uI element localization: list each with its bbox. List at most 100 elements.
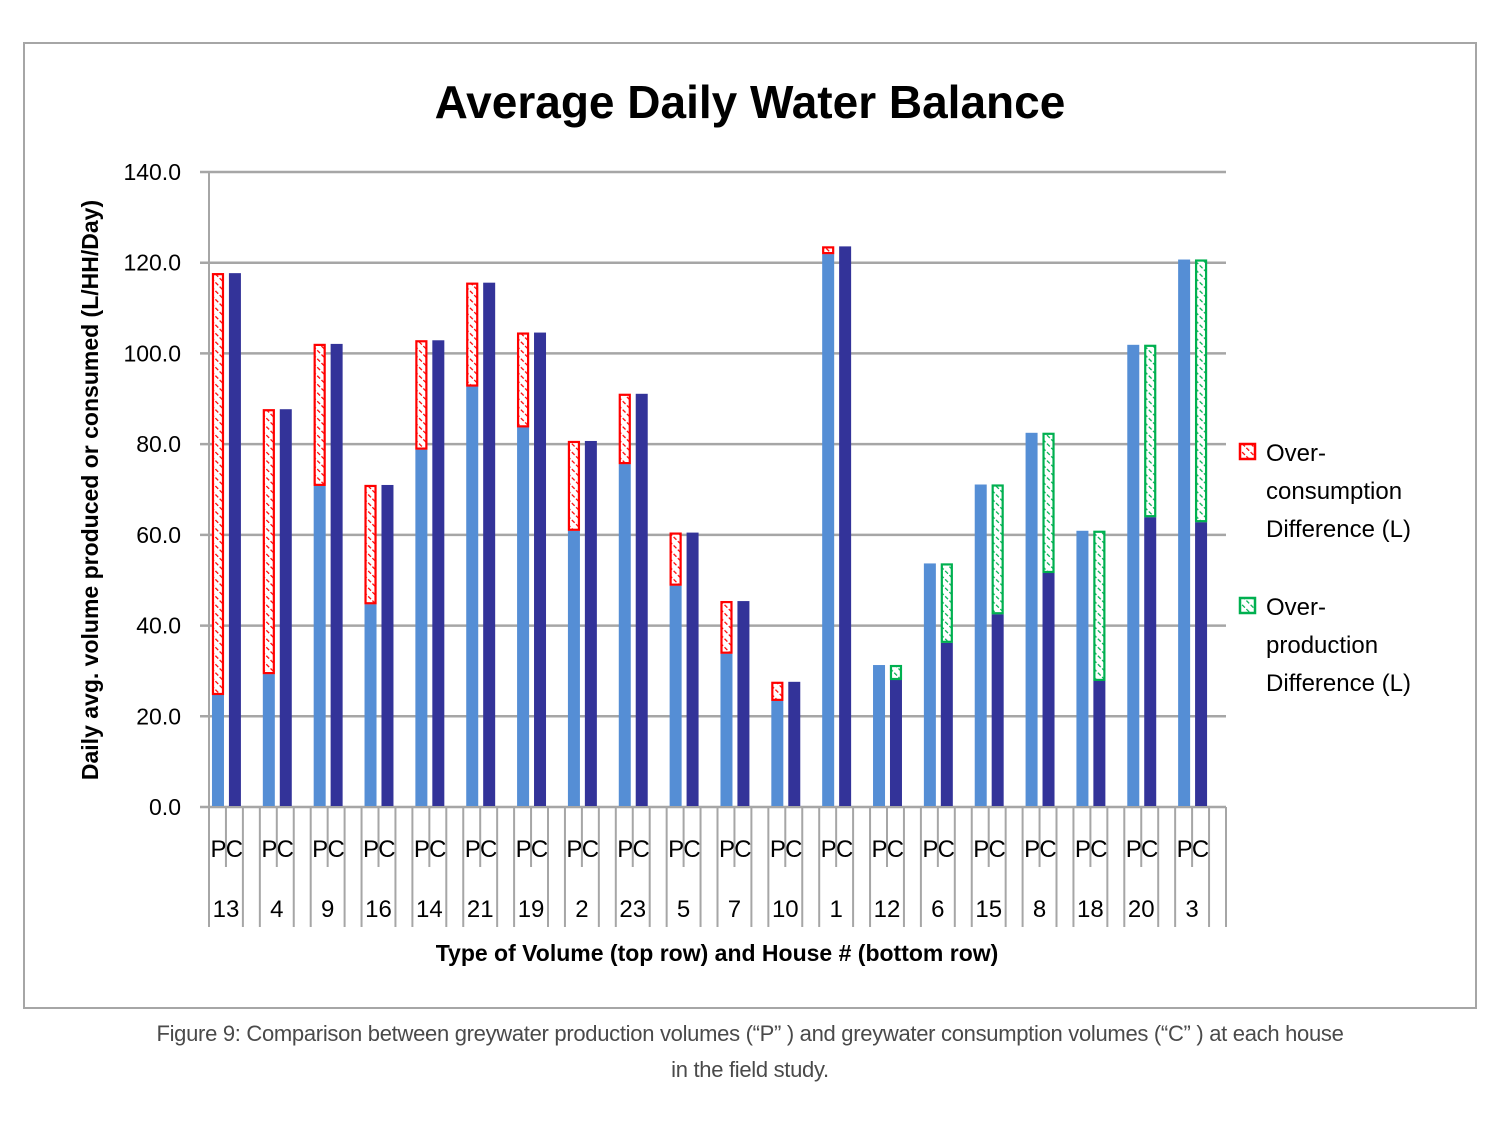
x-subcategory-label-p: P — [414, 836, 430, 863]
x-category-label: 3 — [1185, 896, 1198, 923]
legend-label-line: Over- — [1266, 440, 1326, 467]
bar-group-house-5 — [669, 532, 699, 807]
bar-group-house-21 — [466, 282, 496, 808]
bar-production — [313, 485, 326, 807]
bar-group-house-14 — [415, 340, 445, 807]
x-subcategory-label-p: P — [261, 836, 277, 863]
bar-production — [720, 653, 733, 807]
x-subcategory-label-p: P — [210, 836, 226, 863]
bar-overconsumption-diff — [567, 440, 581, 531]
bar-consumption — [483, 282, 496, 808]
x-subcategory-label-c: C — [531, 836, 548, 863]
bar-consumption — [940, 642, 953, 807]
bar-overproduction-diff — [1194, 259, 1208, 523]
bar-production — [567, 530, 580, 807]
bar-consumption — [584, 440, 597, 807]
bar-production — [923, 563, 936, 807]
bar-production — [822, 254, 835, 807]
legend-label-line: Difference (L) — [1266, 516, 1411, 543]
legend-item: Over-consumption Difference (L) — [1238, 440, 1411, 543]
bar-overproduction-diff — [1144, 344, 1157, 518]
bar-consumption — [1093, 680, 1106, 807]
legend-label-line: Difference (L) — [1266, 670, 1411, 697]
legend-label-line: production — [1266, 632, 1378, 659]
x-category-label: 5 — [677, 896, 690, 923]
bar-consumption — [330, 343, 343, 807]
x-subcategory-label-c: C — [429, 836, 446, 863]
bar-production — [618, 464, 631, 807]
x-subcategory-label-p: P — [1024, 836, 1040, 863]
x-category-label: 19 — [518, 896, 545, 923]
x-subcategory-label-c: C — [938, 836, 955, 863]
bar-group-house-20 — [1127, 344, 1157, 807]
bar-overconsumption-diff — [516, 332, 530, 428]
caption-line-2: in the field study. — [671, 1057, 829, 1082]
x-subcategory-label-p: P — [973, 836, 989, 863]
bar-consumption — [432, 340, 445, 807]
x-category-label: 2 — [575, 896, 588, 923]
bar-group-house-16 — [364, 484, 394, 807]
bar-production — [517, 427, 530, 807]
bar-production — [669, 585, 682, 807]
y-tick-label: 140.0 — [123, 159, 181, 185]
bar-production — [974, 484, 987, 807]
bar-production — [262, 674, 275, 807]
x-category-label: 6 — [931, 896, 944, 923]
y-tick-label: 120.0 — [123, 250, 181, 276]
x-subcategory-label-c: C — [1141, 836, 1158, 863]
x-category-label: 15 — [975, 896, 1002, 923]
bar-overconsumption-diff — [771, 681, 784, 701]
bar-consumption — [381, 484, 394, 807]
bar-overproduction-diff — [1042, 432, 1055, 574]
bar-consumption — [534, 332, 547, 807]
x-category-label: 20 — [1128, 896, 1155, 923]
legend-item: Over-production Difference (L) — [1238, 594, 1411, 697]
bar-group-house-3 — [1178, 259, 1208, 807]
x-subcategory-label-p: P — [770, 836, 786, 863]
caption-line-1: Figure 9: Comparison between greywater p… — [156, 1021, 1344, 1046]
bar-production — [364, 604, 377, 807]
x-subcategory-label-p: P — [1177, 836, 1193, 863]
x-subcategory-label-c: C — [1192, 836, 1209, 863]
x-category-label: 16 — [365, 896, 392, 923]
x-subcategory-label-p: P — [617, 836, 633, 863]
x-subcategory-label-c: C — [633, 836, 650, 863]
bar-overconsumption-diff — [211, 273, 225, 696]
legend-label-line: Over- — [1266, 594, 1326, 621]
x-subcategory-label-c: C — [582, 836, 599, 863]
bar-group-house-15 — [974, 484, 1004, 807]
bar-overproduction-diff — [1093, 530, 1106, 682]
bar-production — [873, 665, 886, 807]
bar-group-house-6 — [923, 563, 953, 807]
bar-group-house-9 — [313, 343, 343, 807]
y-tick-label: 20.0 — [136, 703, 181, 729]
x-category-label: 23 — [619, 896, 646, 923]
bar-overconsumption-diff — [262, 409, 275, 675]
x-subcategory-label-c: C — [327, 836, 344, 863]
bar-consumption — [788, 681, 801, 807]
x-subcategory-label-p: P — [719, 836, 735, 863]
x-subcategory-label-p: P — [465, 836, 481, 863]
bar-consumption — [635, 393, 648, 807]
bar-consumption — [1144, 517, 1157, 807]
bar-production — [1178, 259, 1191, 807]
x-subcategory-label-c: C — [734, 836, 751, 863]
bar-group-house-8 — [1025, 432, 1055, 807]
bar-group-house-10 — [771, 681, 801, 807]
bar-production — [211, 694, 224, 807]
bar-consumption — [737, 601, 750, 807]
bar-consumption — [1195, 522, 1208, 807]
bar-consumption — [1042, 572, 1055, 807]
x-subcategory-label-p: P — [872, 836, 888, 863]
x-subcategory-label-p: P — [1075, 836, 1091, 863]
bar-consumption — [889, 680, 902, 807]
bar-group-house-18 — [1076, 530, 1106, 807]
x-subcategory-label-p: P — [1126, 836, 1142, 863]
bar-consumption — [228, 273, 241, 807]
y-axis-ticks: 0.0 20.0 40.0 60.0 80.0 100.0 120.0 140.0 — [123, 159, 181, 820]
x-subcategory-label-c: C — [989, 836, 1006, 863]
bar-overconsumption-diff — [822, 246, 835, 255]
x-subcategory-label-p: P — [566, 836, 582, 863]
bar-group-house-19 — [516, 332, 547, 807]
